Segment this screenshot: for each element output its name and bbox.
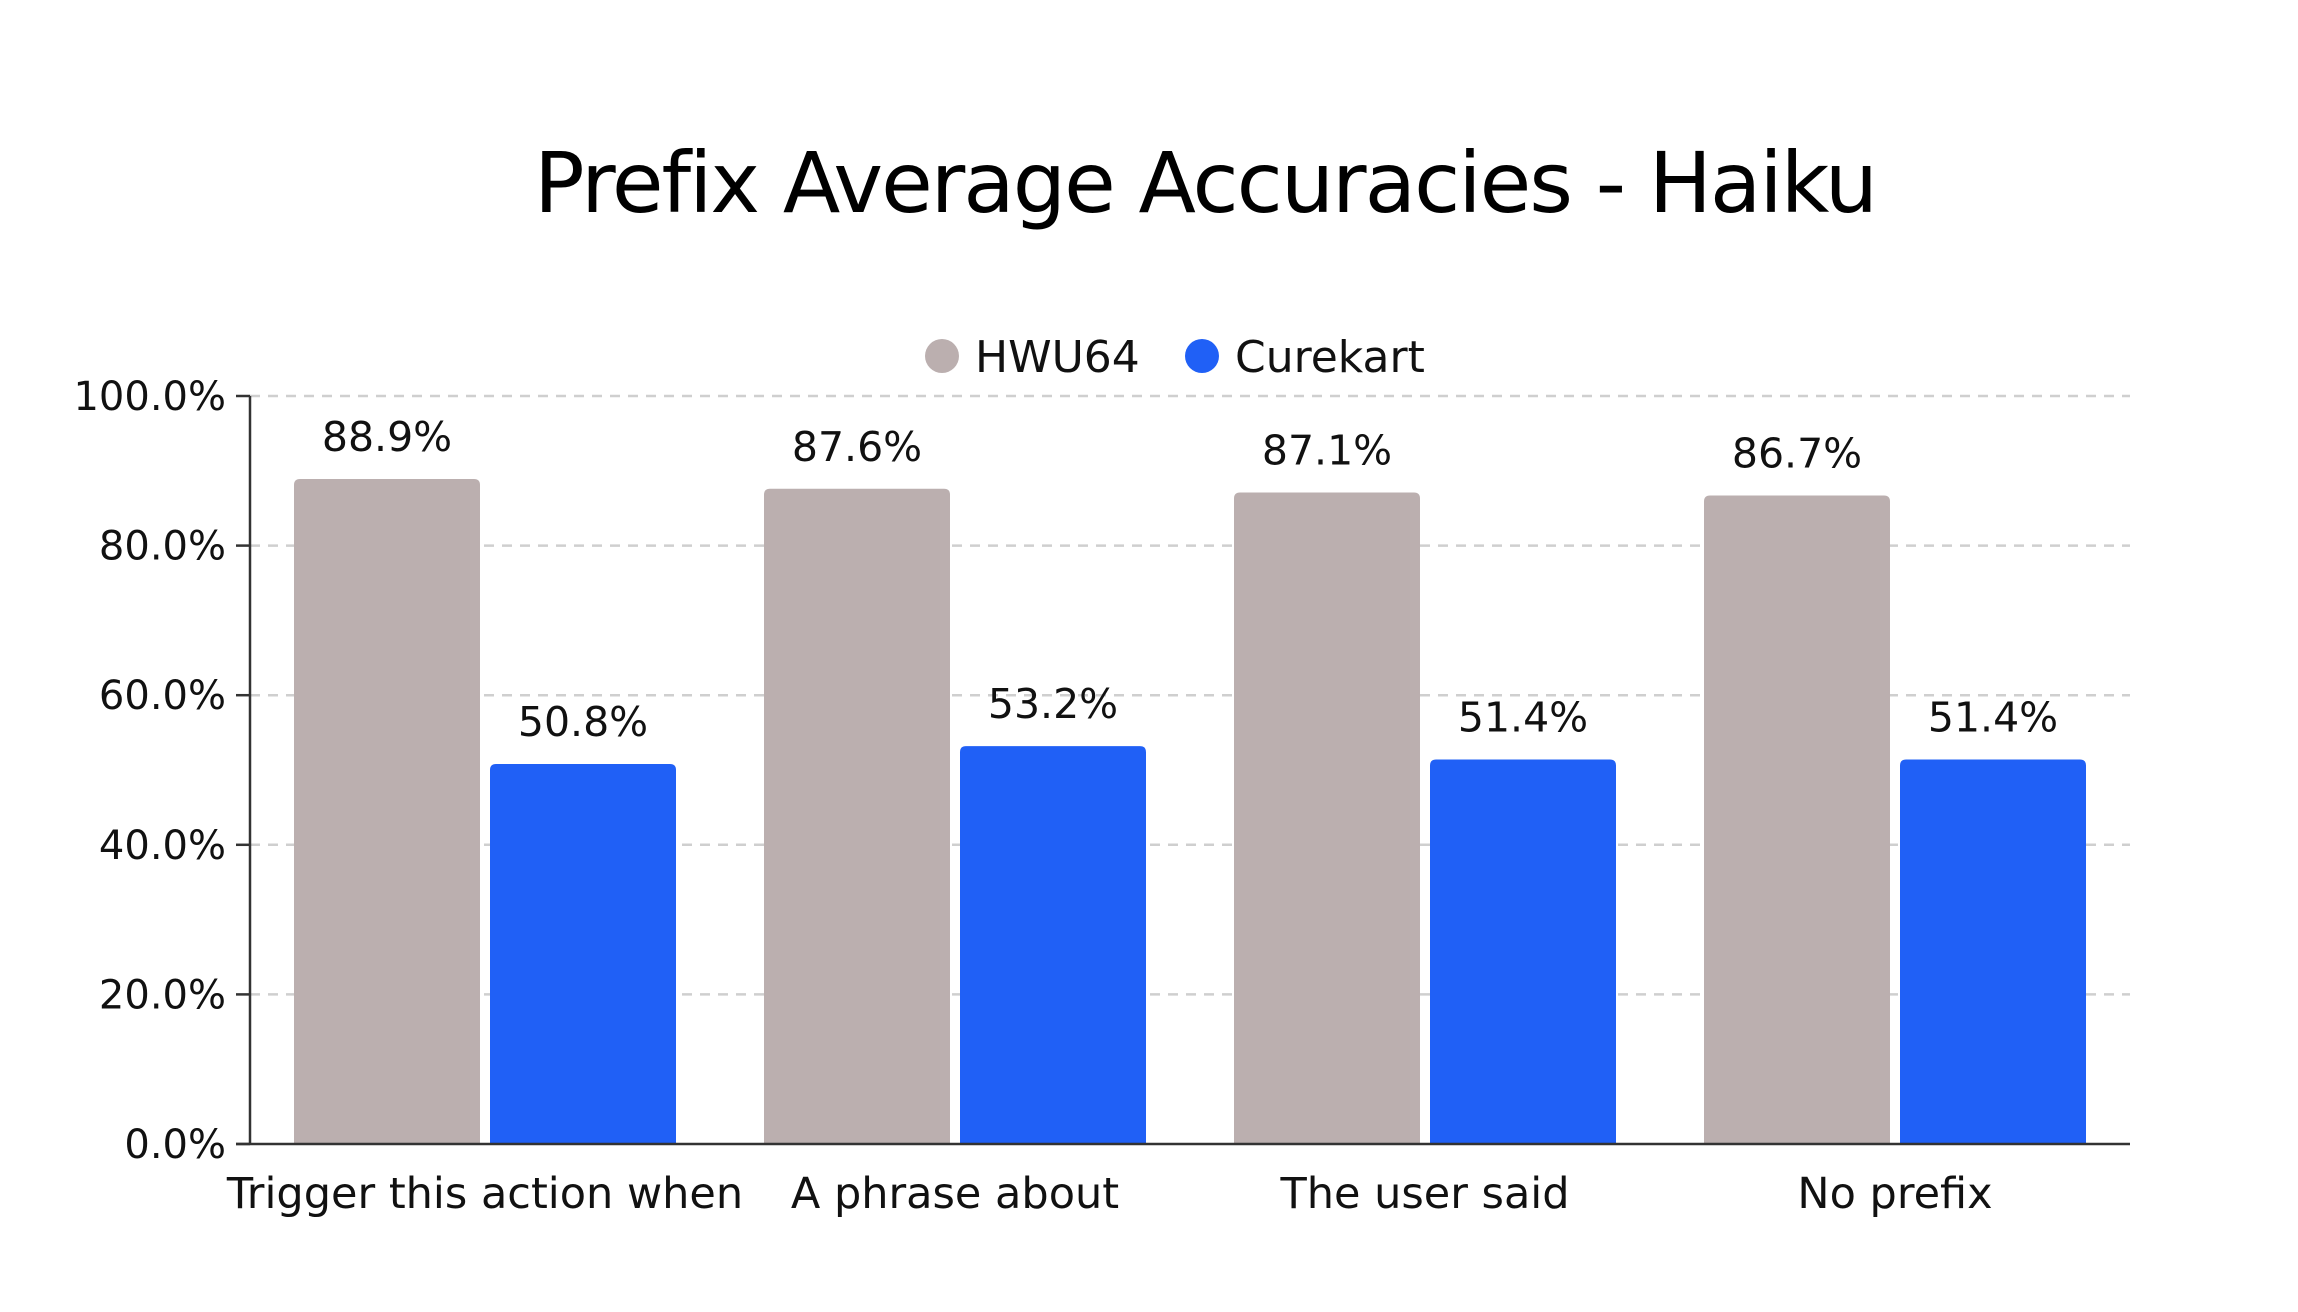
data-label-hwu64-2: 87.6% [792,423,922,471]
legend-label-curekart: Curekart [1235,332,1425,383]
y-tick-label: 60.0% [99,673,226,719]
data-label-hwu64-4: 86.7% [1732,429,1862,477]
data-label-hwu64-3: 87.1% [1262,426,1392,474]
bar-hwu64-1 [294,479,480,1144]
y-tick-label: 80.0% [99,524,226,570]
bars [294,479,2086,1144]
data-label-curekart-3: 51.4% [1458,694,1588,742]
legend: HWU64 Curekart [925,332,1425,383]
y-tick-label: 0.0% [124,1122,226,1168]
data-label-curekart-4: 51.4% [1928,694,2058,742]
x-axis-category-labels: Trigger this action when A phrase about Th… [226,1169,1993,1219]
bar-hwu64-2 [764,488,950,1144]
bar-curekart-1 [490,764,676,1144]
legend-label-hwu64: HWU64 [975,332,1140,383]
bar-hwu64-3 [1234,492,1420,1144]
data-label-curekart-2: 53.2% [988,680,1118,728]
category-label: A phrase about [791,1169,1119,1219]
legend-marker-curekart [1185,339,1219,373]
category-label: Trigger this action when [226,1169,743,1219]
y-tick-label: 20.0% [99,972,226,1018]
bar-curekart-4 [1900,759,2086,1144]
legend-marker-hwu64 [925,339,959,373]
bar-curekart-2 [960,746,1146,1144]
bar-hwu64-4 [1704,495,1890,1144]
data-label-hwu64-1: 88.9% [322,413,452,461]
category-label: No prefix [1797,1169,1992,1219]
data-label-curekart-1: 50.8% [518,698,648,746]
y-tick-label: 100.0% [73,374,226,420]
category-label: The user said [1279,1169,1569,1219]
chart-title: Prefix Average Accuracies - Haiku [534,134,1876,232]
bar-curekart-3 [1430,759,1616,1144]
data-labels: 88.9% 50.8% 87.6% 53.2% 87.1% 51.4% 86.7% 51.4% [322,413,2058,746]
axes [236,396,2130,1146]
y-axis-ticks: 0.0% 20.0% 40.0% 60.0% 80.0% 100.0% [73,374,250,1168]
y-tick-label: 40.0% [99,823,226,869]
